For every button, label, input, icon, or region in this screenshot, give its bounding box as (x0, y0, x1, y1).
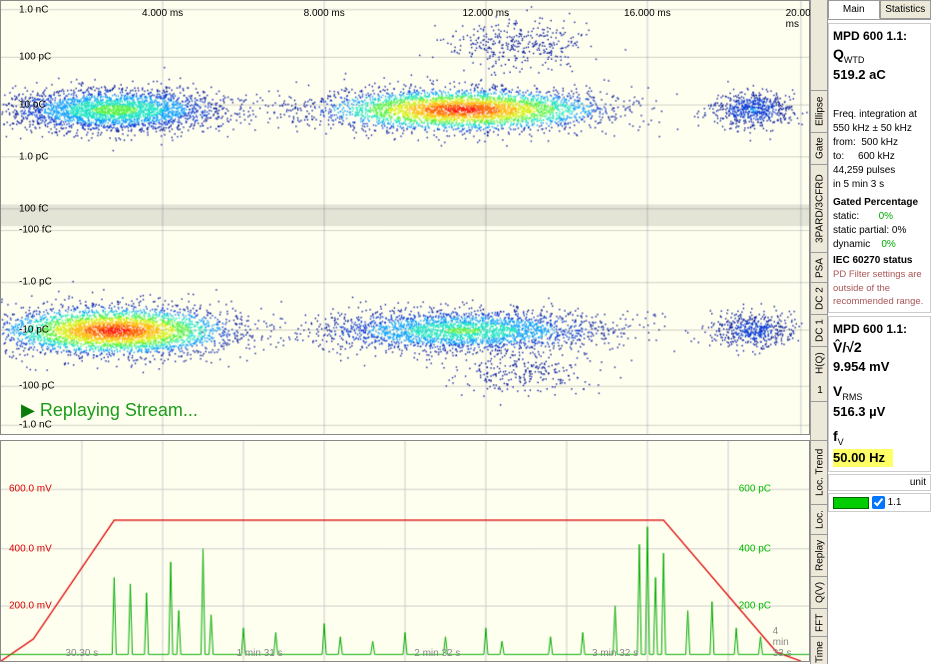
gated-static: static: 0% (833, 210, 926, 224)
freq-line2: 550 kHz ± 50 kHz (833, 122, 926, 136)
trend-x-label: 4 min 33 s (773, 626, 797, 659)
panel-tab-row: Main Statistics (828, 0, 931, 20)
vhat-label: V̂/√2 (833, 338, 926, 358)
unit-row: unit (828, 474, 931, 491)
sidetab-loctrend[interactable]: Loc. Trend (811, 440, 829, 504)
trend-right-label: 200 pC (739, 601, 771, 612)
trend-plot[interactable]: 600.0 mV 400.0 mV 200.0 mV 600 pC 400 pC 200… (0, 440, 810, 662)
fv-value: 50.00 Hz (833, 449, 893, 467)
trend-x-label: 1 min 31 s (236, 648, 282, 659)
trend-x-label: 3 min 32 s (592, 648, 638, 659)
main-y-label: 10 pC (19, 99, 46, 110)
main-x-label: 16.000 ms (624, 8, 671, 19)
block1-title: MPD 600 1.1: (833, 28, 926, 45)
trend-right-label: 400 pC (739, 543, 771, 554)
gated-dynamic: dynamic 0% (833, 238, 926, 252)
panel-block-v: MPD 600 1.1: V̂/√2 9.954 mV VRMS 516.3 µ… (828, 316, 931, 472)
tab-statistics[interactable]: Statistics (880, 0, 931, 19)
sidetab-dc1[interactable]: DC 1 (811, 314, 829, 346)
scatter-canvas (1, 1, 809, 434)
trend-canvas (1, 441, 809, 661)
vrms-label: VRMS (833, 382, 926, 403)
duration: in 5 min 3 s (833, 178, 926, 192)
gated-static-partial: static partial: 0% (833, 224, 926, 238)
pulse-count: 44,259 pulses (833, 164, 926, 178)
main-x-label: 8.000 ms (304, 8, 345, 19)
main-y-label: -100 fC (19, 225, 52, 236)
panel-block-q: MPD 600 1.1: QWTD 519.2 aC Freq. integra… (828, 23, 931, 313)
main-y-label: -10 pC (19, 325, 49, 336)
sidetab-replay[interactable]: Replay (811, 534, 829, 576)
freq-from: from: 500 kHz (833, 136, 926, 150)
trend-left-label: 600.0 mV (9, 484, 52, 495)
sidetab-time[interactable]: Time (811, 636, 829, 668)
right-panel: Main Statistics MPD 600 1.1: QWTD 519.2 … (828, 0, 931, 664)
main-x-label: 4.000 ms (142, 8, 183, 19)
trend-left-label: 400.0 mV (9, 543, 52, 554)
trend-right-label: 600 pC (739, 484, 771, 495)
freq-line1: Freq. integration at (833, 108, 926, 122)
unit-legend: 1.1 (828, 493, 931, 512)
unit-id: 1.1 (888, 497, 902, 508)
main-y-label: -100 pC (19, 381, 55, 392)
unit-label: unit (910, 477, 926, 488)
freq-to: to: 600 kHz (833, 150, 926, 164)
main-y-label: 100 pC (19, 52, 51, 63)
main-y-label: 100 fC (19, 203, 48, 214)
gated-title: Gated Percentage (833, 196, 926, 210)
sidetab-hq[interactable]: H(Q) (811, 346, 829, 380)
main-y-label: -1.0 nC (19, 420, 52, 431)
side-tab-strip: EllipseGate3PARD/3CFRDPSADC 2DC 1H(Q)1 Lo… (810, 0, 828, 664)
trend-x-label: 2 min 32 s (414, 648, 460, 659)
replay-status-text: Replaying Stream... (21, 400, 198, 421)
unit-checkbox[interactable] (872, 496, 885, 509)
q-value: 519.2 aC (833, 66, 926, 84)
vhat-value: 9.954 mV (833, 358, 926, 376)
sidetab-dc2[interactable]: DC 2 (811, 282, 829, 314)
sidetab-3pard[interactable]: 3PARD/3CFRD (811, 164, 829, 252)
trend-x-label: 30.30 s (65, 648, 98, 659)
iec-title: IEC 60270 status (833, 254, 926, 268)
main-y-label: -1.0 pC (19, 277, 52, 288)
trend-left-label: 200.0 mV (9, 601, 52, 612)
sidetab-ellipse[interactable]: Ellipse (811, 90, 829, 132)
fv-label: fV (833, 427, 926, 448)
sidetab-one[interactable]: 1 (811, 380, 829, 402)
unit-color-swatch (833, 497, 869, 509)
main-scatter-plot[interactable]: 1.0 nC 100 pC 10 pC 1.0 pC 100 fC -100 fC -1.0… (0, 0, 810, 435)
q-label: QWTD (833, 45, 926, 66)
main-y-label: 1.0 nC (19, 4, 48, 15)
sidetab-gate[interactable]: Gate (811, 132, 829, 164)
sidetab-psa[interactable]: PSA (811, 252, 829, 282)
sidetab-fft[interactable]: FFT (811, 608, 829, 636)
tab-main[interactable]: Main (828, 0, 880, 19)
vrms-value: 516.3 µV (833, 403, 926, 421)
iec-warning: PD Filter settings are outside of the re… (833, 268, 926, 308)
sidetab-loc[interactable]: Loc. (811, 504, 829, 534)
sidetab-qv[interactable]: Q(V) (811, 576, 829, 608)
main-x-label: 12.000 ms (462, 8, 509, 19)
main-y-label: 1.0 pC (19, 151, 48, 162)
block2-title: MPD 600 1.1: (833, 321, 926, 338)
